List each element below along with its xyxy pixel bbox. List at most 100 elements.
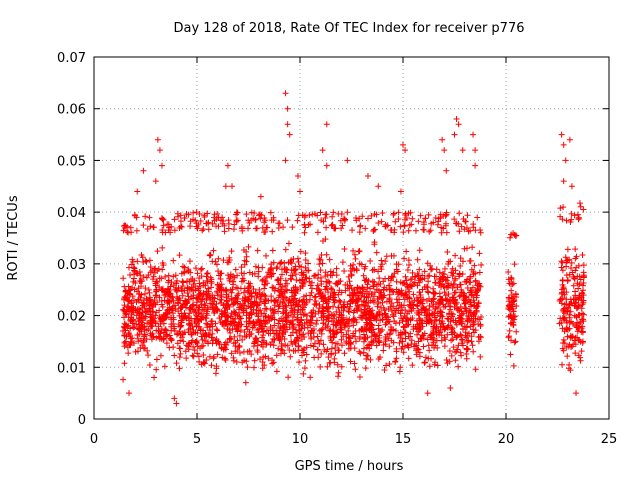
data-point [199,227,206,234]
data-point [564,353,571,360]
data-point [565,365,572,372]
data-point [147,298,154,305]
data-point [122,288,129,295]
data-point [204,270,211,277]
data-point [403,215,410,222]
data-point [209,330,216,337]
data-point [450,280,457,287]
data-point [193,294,200,301]
data-point [122,327,129,334]
data-point [312,272,319,279]
data-point [314,346,321,353]
data-point [424,390,431,397]
data-point [512,338,519,345]
data-point [153,278,160,285]
grid-layer [94,57,609,419]
data-point [423,318,430,325]
data-point [396,302,403,309]
data-point [143,274,150,281]
data-point [280,303,287,310]
data-point [405,355,412,362]
data-point [471,329,478,336]
data-point [188,286,195,293]
data-point [415,346,422,353]
data-point [344,282,351,289]
data-point [243,323,250,330]
data-point [350,247,357,254]
data-point [145,352,152,359]
data-point [322,269,329,276]
data-point [122,338,129,345]
data-point [177,331,184,338]
data-point [284,217,291,224]
data-point [156,284,163,291]
data-point [345,318,352,325]
data-point [142,257,149,264]
data-point [197,326,204,333]
data-point [156,307,163,314]
data-point [190,209,197,216]
data-point [329,213,336,220]
data-point [332,280,339,287]
data-point [243,305,250,312]
data-point [120,306,127,313]
data-point [367,317,374,324]
data-point [338,289,345,296]
data-point [236,332,243,339]
data-point [331,312,338,319]
data-point [447,315,454,322]
data-point [177,305,184,312]
data-point [257,193,264,200]
data-point [464,318,471,325]
data-point [373,249,380,256]
data-point [224,298,231,305]
data-point [137,344,144,351]
data-point [222,183,229,190]
data-point [282,157,289,164]
data-point [239,295,246,302]
data-point [238,264,245,271]
data-point [319,260,326,267]
data-point [134,188,141,195]
data-point [421,268,428,275]
data-point [327,333,334,340]
data-point [156,294,163,301]
data-point [456,293,463,300]
data-point [138,312,145,319]
data-point [419,300,426,307]
data-point [261,285,268,292]
data-point [209,258,216,265]
y-tick-label: 0.06 [57,103,86,118]
data-point [238,270,245,277]
data-point [176,295,183,302]
data-point [386,286,393,293]
data-point [220,257,227,264]
data-point [332,344,339,351]
data-point [177,337,184,344]
data-point [505,313,512,320]
chart-title: Day 128 of 2018, Rate Of TEC Index for r… [174,21,525,36]
x-tick-label: 25 [601,432,618,447]
data-point [148,322,155,329]
data-point [193,220,200,227]
data-point [464,224,471,231]
data-point [186,258,193,265]
data-point [336,297,343,304]
data-point [132,307,139,314]
data-point [335,369,342,376]
data-point [352,333,359,340]
data-point [157,315,164,322]
data-point [231,309,238,316]
data-point [560,204,567,211]
data-point [356,373,363,380]
data-point [143,336,150,343]
data-point [557,296,564,303]
data-point [402,329,409,336]
data-point [390,289,397,296]
data-point [298,263,305,270]
data-point [250,364,257,371]
data-point [345,327,352,334]
data-point [225,272,232,279]
data-point [188,331,195,338]
data-point [125,298,132,305]
